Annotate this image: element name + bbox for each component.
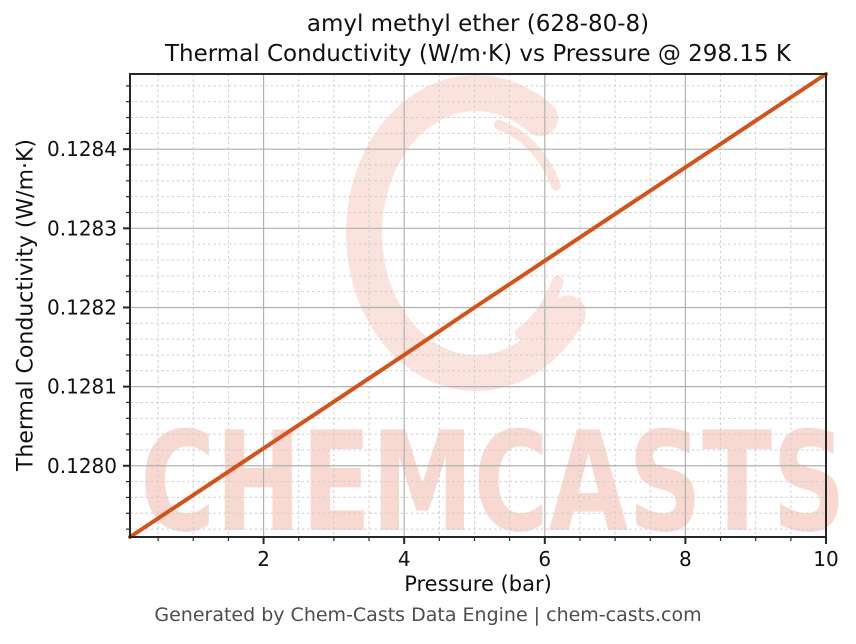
grid-minor [130, 74, 826, 537]
plot-border [129, 73, 827, 538]
y-tick-label: 0.1281 [47, 375, 117, 399]
watermark-ring-tail [515, 276, 564, 340]
x-tick-label: 4 [398, 547, 411, 571]
grid-major [130, 74, 827, 537]
x-tick-label: 8 [679, 547, 692, 571]
watermark-ring-stroke [346, 75, 586, 392]
tick-labels: 2 4 6 8 10 0.1280 0.1281 0.1282 0.1283 0.1284 [47, 137, 839, 571]
y-tick-label: 0.1284 [47, 137, 117, 161]
chart-title: amyl methyl ether (628-80-8) Thermal Con… [130, 9, 826, 69]
x-tick-label: 2 [257, 547, 270, 571]
chart-title-line1: amyl methyl ether (628-80-8) [306, 11, 650, 37]
footer-credit: Generated by Chem-Casts Data Engine | ch… [154, 604, 702, 626]
watermark-ring-logo-icon [346, 75, 586, 392]
watermark-text: CHEMCASTS [140, 402, 846, 563]
data-line [128, 72, 828, 539]
x-axis-label: Pressure (bar) [404, 572, 552, 596]
watermark-ring-accent [493, 119, 561, 191]
chart-title-line2: Thermal Conductivity (W/m·K) vs Pressure… [164, 41, 792, 67]
y-tick-label: 0.1283 [47, 216, 117, 240]
watermark: CHEMCASTS [140, 75, 846, 563]
y-tick-label: 0.1282 [47, 295, 117, 319]
x-tick-label: 10 [813, 547, 838, 571]
series-line-thermal-conductivity [128, 72, 828, 539]
x-tick-label: 6 [538, 547, 551, 571]
y-tick-label: 0.1280 [47, 454, 117, 478]
